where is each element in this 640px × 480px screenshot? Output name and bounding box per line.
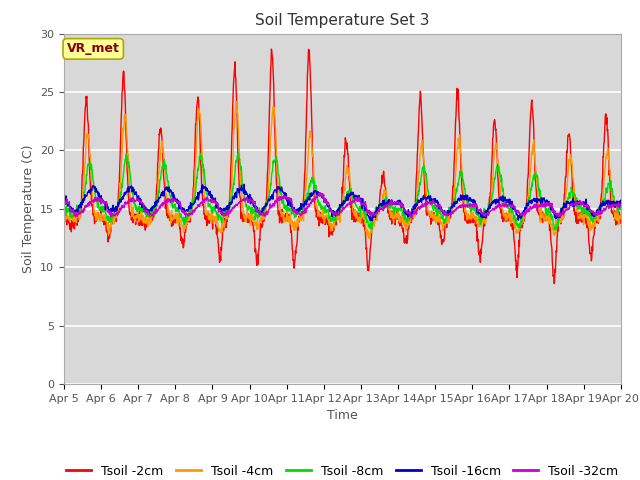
Tsoil -16cm [429,196,437,202]
Tsoil -4cm [170,214,178,219]
Tsoil -8cm [184,215,191,220]
Title: Soil Temperature Set 3: Soil Temperature Set 3 [255,13,429,28]
Legend: Tsoil -2cm, Tsoil -4cm, Tsoil -8cm, Tsoil -16cm, Tsoil -32cm: Tsoil -2cm, Tsoil -4cm, Tsoil -8cm, Tsoi… [61,460,623,480]
Tsoil -8cm [246,205,254,211]
Tsoil -16cm [368,218,376,224]
Tsoil -2cm [184,214,191,220]
Tsoil -16cm [502,199,510,204]
Tsoil -32cm [617,202,625,207]
Line: Tsoil -32cm: Tsoil -32cm [64,193,621,217]
Tsoil -16cm [552,213,559,218]
Tsoil -2cm [60,209,68,215]
Tsoil -2cm [502,212,509,217]
Text: VR_met: VR_met [67,42,120,55]
Tsoil -2cm [552,269,559,275]
Tsoil -2cm [170,216,178,221]
Tsoil -4cm [502,211,510,217]
Tsoil -32cm [552,209,559,215]
Tsoil -4cm [184,212,191,218]
Tsoil -16cm [246,201,254,207]
Tsoil -32cm [246,196,254,202]
Tsoil -8cm [502,199,509,204]
Tsoil -4cm [232,98,239,104]
Tsoil -2cm [617,218,625,224]
Tsoil -4cm [60,222,68,228]
Line: Tsoil -16cm: Tsoil -16cm [64,184,621,221]
Tsoil -32cm [170,196,178,202]
Tsoil -8cm [235,150,243,156]
Y-axis label: Soil Temperature (C): Soil Temperature (C) [22,144,35,273]
Tsoil -32cm [184,213,191,218]
Tsoil -2cm [268,46,275,52]
Tsoil -2cm [246,212,254,218]
Tsoil -32cm [502,203,510,209]
Tsoil -16cm [617,200,625,206]
Tsoil -8cm [429,204,437,210]
Line: Tsoil -2cm: Tsoil -2cm [64,49,621,284]
Tsoil -4cm [429,217,437,223]
Tsoil -2cm [550,281,558,287]
Tsoil -8cm [552,225,559,231]
Tsoil -16cm [60,196,68,202]
Tsoil -4cm [365,236,373,241]
Tsoil -4cm [246,223,254,228]
Tsoil -32cm [316,190,324,196]
Tsoil -8cm [551,227,559,233]
Tsoil -32cm [408,215,416,220]
Tsoil -4cm [552,228,559,234]
Tsoil -8cm [170,205,178,211]
Line: Tsoil -4cm: Tsoil -4cm [64,101,621,239]
X-axis label: Time: Time [327,409,358,422]
Tsoil -8cm [60,201,68,206]
Line: Tsoil -8cm: Tsoil -8cm [64,153,621,230]
Tsoil -16cm [240,181,248,187]
Tsoil -32cm [60,197,68,203]
Tsoil -2cm [429,215,437,221]
Tsoil -16cm [184,207,191,213]
Tsoil -16cm [170,197,178,203]
Tsoil -32cm [429,198,437,204]
Tsoil -8cm [617,204,625,209]
Tsoil -4cm [617,215,625,221]
